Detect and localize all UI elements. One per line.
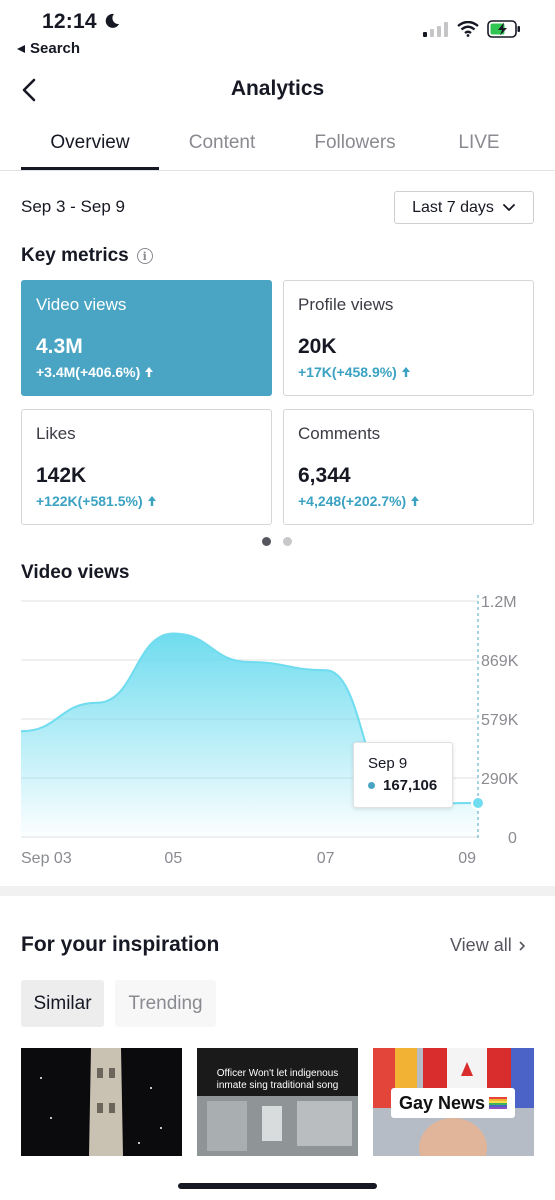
metric-delta-text: +122K(+581.5%) xyxy=(36,493,143,509)
metric-card-video-views[interactable]: Video views 4.3M +3.4M(+406.6%) xyxy=(21,280,272,396)
signal-icon xyxy=(423,22,448,37)
chart-tooltip: Sep 9 167,106 xyxy=(353,742,453,808)
rainbow-flag-icon xyxy=(489,1097,508,1109)
page-dot[interactable] xyxy=(283,537,292,546)
battery-icon xyxy=(487,20,520,38)
chart-selected-point[interactable] xyxy=(471,796,485,811)
y-tick-label: 1.2M xyxy=(481,594,517,611)
thumbnail-caption: Gay News xyxy=(391,1088,515,1118)
y-tick-label: 869K xyxy=(481,653,519,670)
metric-delta: +122K(+581.5%) xyxy=(36,493,257,509)
metric-card-comments[interactable]: Comments 6,344 +4,248(+202.7%) xyxy=(283,409,534,525)
x-tick-label: Sep 03 xyxy=(21,850,72,867)
arrow-up-icon xyxy=(411,496,420,506)
metric-delta: +17K(+458.9%) xyxy=(298,364,519,380)
thumbnail-caption-text: Gay News xyxy=(398,1092,486,1113)
period-dropdown[interactable]: Last 7 days xyxy=(394,191,534,224)
metric-label: Video views xyxy=(36,295,127,314)
back-triangle-icon xyxy=(17,44,25,53)
tooltip-value-row: 167,106 xyxy=(368,777,438,794)
tooltip-series-dot xyxy=(368,782,375,789)
metric-delta: +3.4M(+406.6%) xyxy=(36,364,257,380)
chart-title: Video views xyxy=(21,562,130,583)
tooltip-date: Sep 9 xyxy=(368,755,408,772)
pill-similar[interactable]: Similar xyxy=(21,980,104,1027)
status-icons xyxy=(423,20,521,38)
analytics-tabs: Overview Content Followers LIVE xyxy=(0,120,555,171)
section-divider xyxy=(0,886,555,896)
page-dot-active[interactable] xyxy=(262,537,271,546)
x-tick-label: 07 xyxy=(317,850,335,867)
metric-label: Comments xyxy=(298,424,381,443)
status-time: 12:14 xyxy=(42,10,121,34)
x-tick-label: 05 xyxy=(164,850,182,867)
metric-delta-text: +3.4M(+406.6%) xyxy=(36,364,141,380)
metric-value: 4.3M xyxy=(36,335,83,358)
metric-card-likes[interactable]: Likes 142K +122K(+581.5%) xyxy=(21,409,272,525)
view-all-link[interactable]: View all xyxy=(450,935,526,956)
chevron-down-icon xyxy=(503,203,515,211)
y-tick-label: 0 xyxy=(508,830,517,847)
arrow-up-icon xyxy=(401,367,410,377)
video-views-chart[interactable]: 1.2M 869K 579K 290K 0 Sep 03 05 07 09 xyxy=(0,590,555,880)
chevron-right-icon xyxy=(519,940,525,951)
metric-delta: +4,248(+202.7%) xyxy=(298,493,519,509)
home-indicator[interactable] xyxy=(178,1183,377,1189)
metric-delta-text: +4,248(+202.7%) xyxy=(298,493,407,509)
metric-label: Likes xyxy=(36,424,76,443)
wifi-icon xyxy=(457,21,479,37)
metric-label: Profile views xyxy=(298,295,394,314)
metric-value: 20K xyxy=(298,335,337,358)
tooltip-value: 167,106 xyxy=(383,777,438,794)
video-thumbnail[interactable] xyxy=(21,1048,182,1156)
tab-overview[interactable]: Overview xyxy=(50,132,130,153)
date-range: Sep 3 - Sep 9 xyxy=(21,197,125,216)
tab-content[interactable]: Content xyxy=(188,132,256,153)
key-metrics-heading: Key metrics i xyxy=(21,245,153,267)
y-tick-label: 579K xyxy=(481,712,519,729)
metric-card-profile-views[interactable]: Profile views 20K +17K(+458.9%) xyxy=(283,280,534,396)
back-app-label: Search xyxy=(30,40,81,57)
x-tick-label: 09 xyxy=(458,850,476,867)
metric-value: 6,344 xyxy=(298,464,351,487)
video-thumbnail[interactable]: Officer Won't let indigenous inmate sing… xyxy=(197,1048,358,1156)
active-tab-indicator xyxy=(21,167,159,170)
pill-trending[interactable]: Trending xyxy=(115,980,216,1027)
arrow-up-icon xyxy=(147,496,156,506)
metric-delta-text: +17K(+458.9%) xyxy=(298,364,397,380)
moon-icon xyxy=(105,13,119,28)
y-tick-label: 290K xyxy=(481,771,519,788)
arrow-up-icon xyxy=(145,367,154,377)
view-all-label: View all xyxy=(450,935,512,955)
tab-followers[interactable]: Followers xyxy=(314,132,396,153)
page-title: Analytics xyxy=(230,77,325,100)
tab-live[interactable]: LIVE xyxy=(458,132,500,153)
video-thumbnail[interactable]: Gay News xyxy=(373,1048,534,1156)
period-selected-value: Last 7 days xyxy=(412,198,494,216)
inspiration-title: For your inspiration xyxy=(21,933,220,956)
key-metrics-title: Key metrics xyxy=(21,245,129,266)
cell-room-image xyxy=(197,1096,358,1156)
thumbnail-caption: Officer Won't let indigenous inmate sing… xyxy=(216,1068,339,1091)
tower-night-image xyxy=(21,1048,182,1156)
metric-value: 142K xyxy=(36,464,87,487)
back-to-app-link[interactable]: Search xyxy=(16,40,80,57)
back-arrow-icon[interactable] xyxy=(18,76,44,104)
info-icon[interactable]: i xyxy=(136,248,153,264)
